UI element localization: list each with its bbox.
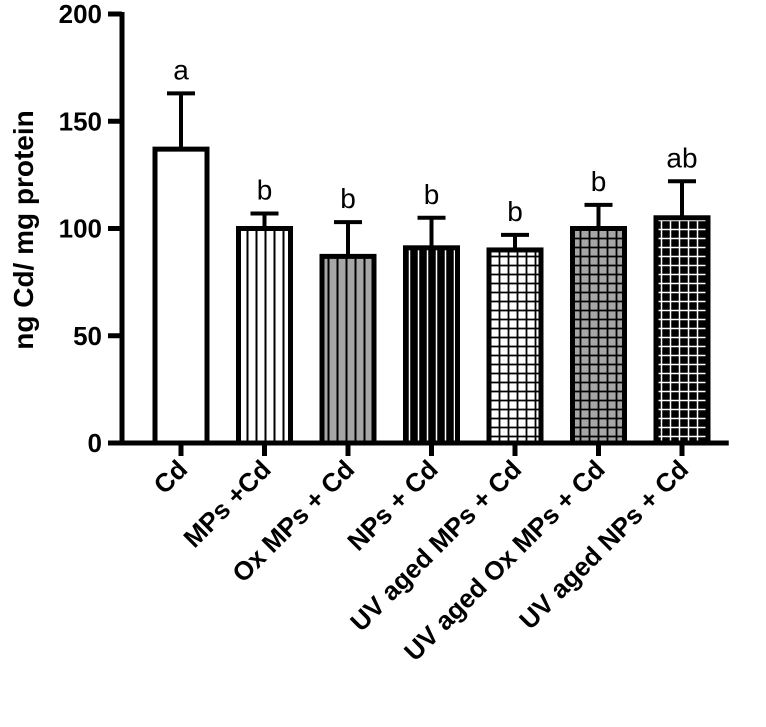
bar <box>653 215 711 446</box>
y-tick-label: 0 <box>88 428 102 458</box>
bar <box>486 247 544 446</box>
bar <box>319 253 377 446</box>
y-tick-label: 50 <box>73 321 102 351</box>
bar <box>570 226 627 446</box>
significance-label: b <box>591 166 607 197</box>
significance-label: a <box>173 54 189 85</box>
significance-label: b <box>507 196 523 227</box>
x-tick-label: Cd <box>148 454 194 500</box>
y-axis-label: ng Cd/ mg protein <box>8 110 39 350</box>
bar <box>152 146 210 446</box>
significance-label: b <box>257 174 273 205</box>
significance-label: b <box>424 179 440 210</box>
significance-label: b <box>340 183 356 214</box>
y-tick-label: 100 <box>59 214 102 244</box>
y-tick-label: 150 <box>59 106 102 136</box>
bar <box>236 226 293 446</box>
significance-label: ab <box>666 142 697 173</box>
y-tick-label: 200 <box>59 0 102 29</box>
bar <box>403 245 460 446</box>
